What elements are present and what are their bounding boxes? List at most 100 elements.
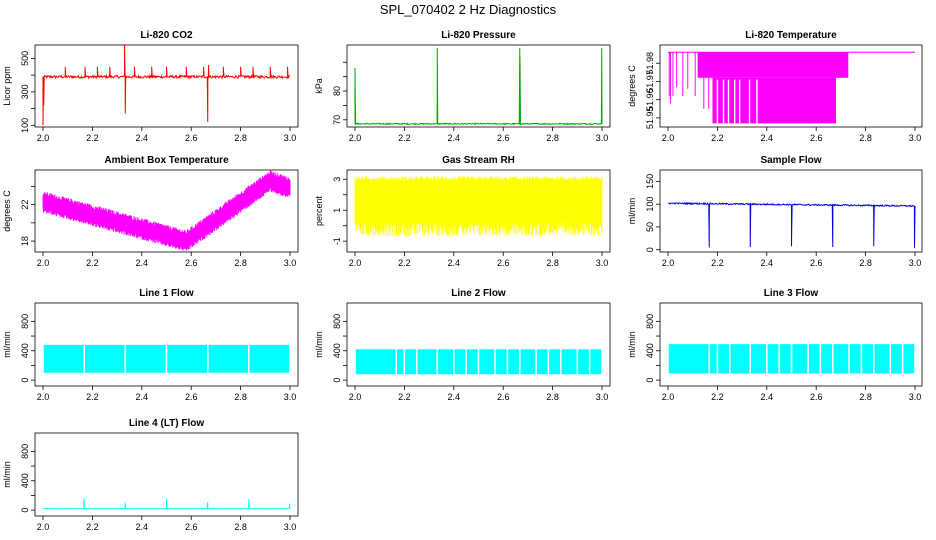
chart-panel-2: Li-820 Pressure 2.0 2.2 2.4 2.6 2.8 3.0 70 80 kPa: [314, 30, 611, 143]
y-tick-label: 18: [20, 236, 30, 246]
y-tick-label: 800: [20, 314, 30, 329]
y-axis-label: ml/min: [2, 331, 12, 358]
x-tick-label: 2.4: [761, 392, 774, 402]
flow-block: [355, 349, 396, 375]
y-tick-label: -1: [332, 237, 342, 245]
flow-block: [710, 344, 717, 374]
temp-fill-upper: [697, 52, 849, 78]
x-tick-label: 2.8: [234, 522, 247, 532]
x-tick-label: 2.4: [136, 258, 149, 268]
chart-title: Li-820 Pressure: [441, 30, 516, 41]
y-axis-label: percent: [314, 195, 324, 226]
x-tick-label: 3.0: [909, 392, 922, 402]
plot-frame: [346, 169, 611, 253]
x-tick-label: 2.4: [761, 133, 774, 143]
x-tick-label: 2.0: [349, 258, 362, 268]
flow-block: [792, 344, 808, 374]
y-tick-label: 300: [20, 84, 30, 99]
x-tick-label: 2.8: [546, 392, 559, 402]
y-tick-label: 400: [20, 343, 30, 358]
y-tick-label: 3: [332, 177, 342, 182]
plot-frame: [659, 302, 923, 387]
flow-block: [438, 349, 453, 375]
chart-title: Li-820 Temperature: [745, 30, 837, 41]
y-tick-label: 70: [332, 115, 342, 125]
y-tick-label: 400: [645, 343, 655, 358]
chart-panel-6: Sample Flow 2.0 2.2 2.4 2.6 2.8 3.0 0 50 100 150 ml…: [627, 155, 923, 268]
chart-panel-10: Line 4 (LT) Flow 2.0 2.2 2.4 2.6 2.8 3.0 0 400 80…: [2, 418, 299, 532]
flow-block: [779, 344, 791, 374]
x-tick-label: 2.2: [86, 133, 99, 143]
flow-block: [43, 344, 84, 373]
chart-title: Gas Stream RH: [442, 155, 515, 166]
y-tick-label: 50: [645, 222, 655, 232]
chart-panel-1: Li-820 CO2 2.0 2.2 2.4 2.6 2.8 3.0 100 300 500 Lic…: [2, 30, 299, 143]
chart-title: Li-820 CO2: [140, 30, 193, 41]
flow-block: [668, 344, 709, 374]
x-tick-label: 2.0: [37, 522, 50, 532]
x-tick-label: 2.4: [448, 392, 461, 402]
flow-block: [874, 344, 890, 374]
x-tick-label: 2.8: [546, 133, 559, 143]
flow-block: [520, 349, 536, 375]
y-axis-label: ml/min: [314, 331, 324, 358]
flow-block: [479, 349, 495, 375]
chart-panel-9: Line 3 Flow 2.0 2.2 2.4 2.6 2.8 3.0 0 400 800 ml/m…: [627, 288, 923, 402]
y-tick-label: 400: [332, 343, 342, 358]
series-line: [42, 498, 291, 510]
flow-block: [849, 344, 861, 374]
flow-block: [454, 349, 466, 375]
x-tick-label: 2.6: [185, 258, 198, 268]
flow-block: [249, 344, 290, 373]
x-tick-label: 2.6: [810, 133, 823, 143]
x-tick-label: 2.2: [711, 392, 724, 402]
x-tick-label: 2.6: [185, 522, 198, 532]
y-tick-label: 22: [20, 200, 30, 210]
flow-block: [417, 349, 437, 375]
flow-block: [397, 349, 404, 375]
plot-frame: [34, 169, 299, 253]
x-tick-label: 2.6: [810, 392, 823, 402]
y-tick-label: 0: [332, 378, 342, 383]
y-tick-label: 51.97: [645, 70, 655, 93]
x-tick-label: 2.2: [398, 392, 411, 402]
y-tick-label: 51.95: [645, 107, 655, 130]
y-tick-label: 0: [20, 508, 30, 513]
flow-block: [466, 349, 478, 375]
x-tick-label: 2.4: [136, 522, 149, 532]
flow-block: [561, 349, 577, 375]
x-tick-label: 2.0: [662, 258, 675, 268]
series-line: [667, 201, 916, 248]
ambient-temp-series: [42, 170, 291, 251]
flow-block: [208, 344, 248, 373]
x-tick-label: 3.0: [596, 258, 609, 268]
x-tick-label: 2.8: [234, 133, 247, 143]
y-tick-label: 800: [332, 314, 342, 329]
flow-block: [126, 344, 166, 373]
plot-frame: [346, 302, 611, 387]
y-tick-label: 0: [645, 247, 655, 252]
x-tick-label: 3.0: [284, 258, 297, 268]
y-axis-label: ml/min: [627, 331, 637, 358]
temp-fill-lower: [712, 77, 836, 124]
plot-frame: [659, 44, 923, 128]
plot-frame: [34, 432, 299, 517]
chart-panel-5: Gas Stream RH 2.0 2.2 2.4 2.6 2.8 3.0 -1 1 3 perce…: [314, 155, 611, 268]
flow-block: [536, 349, 548, 375]
flow-block: [85, 344, 125, 373]
x-tick-label: 2.6: [497, 133, 510, 143]
y-axis-label: ml/min: [2, 461, 12, 488]
flow-block: [821, 344, 832, 374]
x-tick-label: 2.2: [398, 258, 411, 268]
y-axis-label: degrees C: [2, 190, 12, 232]
plot-frame: [659, 169, 923, 253]
x-tick-label: 2.0: [662, 392, 675, 402]
x-tick-label: 2.0: [349, 133, 362, 143]
chart-panel-7: Line 1 Flow 2.0 2.2 2.4 2.6 2.8 3.0 0 400 800 ml/m…: [2, 288, 299, 402]
x-tick-label: 2.2: [86, 522, 99, 532]
x-tick-label: 2.2: [398, 133, 411, 143]
flow-block: [590, 349, 602, 375]
x-tick-label: 2.0: [349, 392, 362, 402]
chart-title: Line 3 Flow: [764, 288, 819, 299]
